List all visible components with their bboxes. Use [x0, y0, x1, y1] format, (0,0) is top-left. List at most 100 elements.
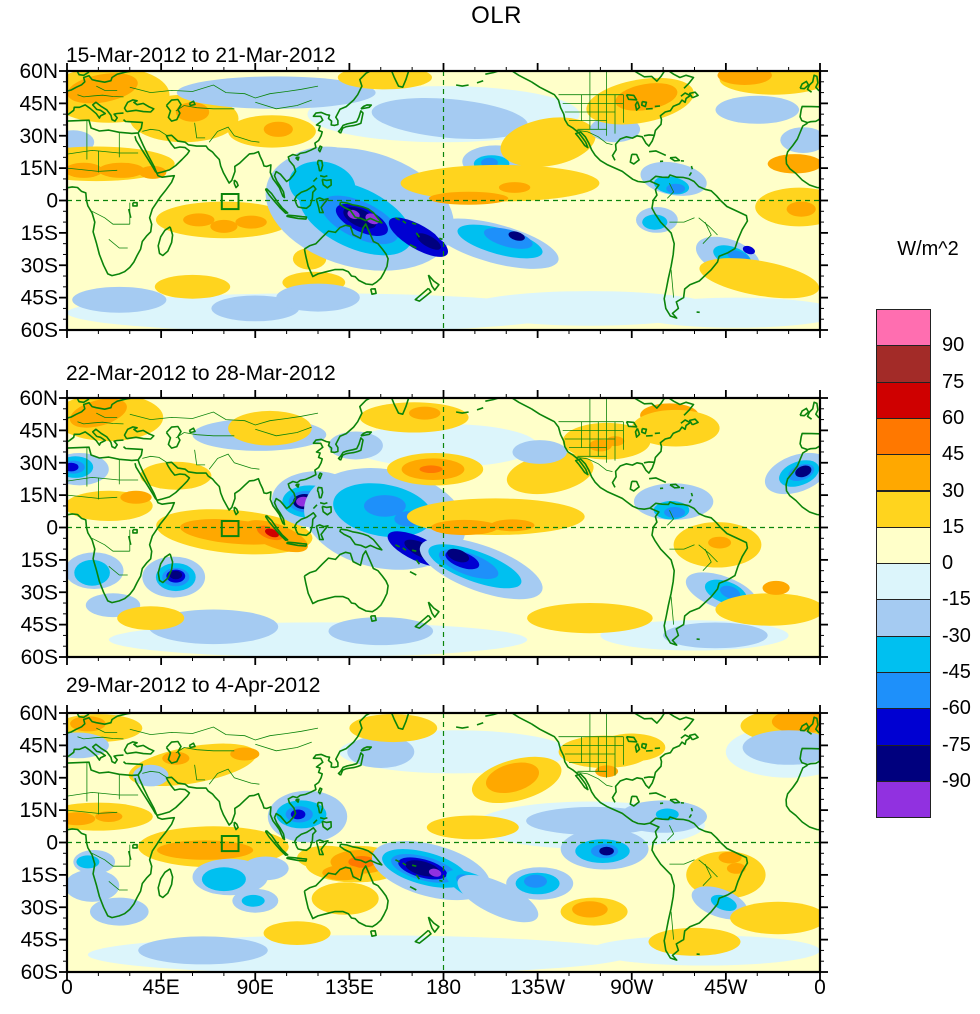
coastline — [634, 743, 641, 753]
border-line — [194, 449, 206, 466]
coastline — [625, 420, 638, 428]
anomaly-contour — [767, 154, 820, 174]
anomaly-contour — [599, 846, 614, 856]
anomaly-contour — [426, 815, 519, 840]
coastline — [530, 81, 651, 183]
anomaly-contour — [211, 295, 300, 322]
latitude-tick-label: 60S — [21, 961, 58, 981]
coastline — [316, 801, 324, 814]
colorbar-tick-label: -45 — [942, 661, 971, 683]
latitude-tick-label: 60N — [19, 390, 58, 410]
coastline — [132, 843, 138, 849]
axis-ticks — [59, 63, 828, 338]
coastline — [799, 747, 820, 766]
latitude-tick-label: 0 — [46, 832, 58, 855]
border-line — [142, 128, 168, 137]
border-line — [108, 238, 128, 249]
coastline — [634, 101, 641, 111]
coastline — [312, 504, 318, 510]
coastline — [641, 427, 648, 435]
border-line — [129, 726, 319, 741]
coastline — [806, 74, 820, 93]
coastline — [633, 398, 666, 409]
coastline — [137, 713, 373, 841]
border-line — [255, 741, 312, 752]
coastline — [690, 165, 694, 170]
coastline — [485, 398, 502, 402]
coastline — [294, 827, 317, 852]
coastline — [530, 408, 651, 510]
anomaly-contour — [512, 440, 567, 464]
border-line — [67, 809, 118, 814]
latitude-tick-label: 45S — [21, 287, 58, 310]
coastline — [799, 432, 820, 451]
anomaly-contour — [210, 219, 238, 233]
coastline — [294, 511, 317, 537]
border-line — [77, 94, 124, 98]
latitude-tick-label: 15S — [21, 864, 58, 887]
colorbar-swatch — [876, 345, 931, 383]
anomaly-contour — [276, 283, 360, 312]
coastline — [415, 874, 421, 880]
coastline — [337, 437, 364, 461]
anomaly-contour — [337, 71, 432, 90]
latitude-tick-label: 30S — [21, 896, 58, 919]
coastline — [667, 398, 695, 416]
coastline — [411, 864, 417, 867]
coastline — [409, 243, 417, 249]
anomaly-contour — [241, 894, 265, 907]
coastline — [634, 428, 641, 438]
anomaly-contour — [140, 461, 212, 490]
coastline — [799, 407, 810, 417]
anomaly-contour — [464, 291, 716, 326]
colorbar-swatch — [876, 635, 931, 673]
anomaly-contour — [371, 98, 528, 139]
anomaly-contour — [263, 121, 293, 137]
latitude-tick-label: 45N — [19, 92, 58, 115]
coastline — [455, 411, 469, 414]
coastline — [264, 829, 289, 856]
colorbar-swatch — [876, 780, 931, 819]
border-line — [91, 852, 130, 867]
coastline — [688, 171, 693, 177]
anomaly-contour — [715, 95, 800, 124]
anomaly-contour — [120, 490, 152, 504]
coastline — [134, 136, 157, 173]
border-line — [575, 129, 613, 145]
anomaly-contour — [328, 617, 434, 646]
coastline — [303, 865, 389, 928]
coastline — [67, 499, 176, 604]
border-line — [208, 768, 260, 785]
anomaly-blobs — [67, 713, 820, 972]
coastline — [649, 792, 667, 799]
coastline — [134, 463, 157, 500]
border-line — [108, 565, 128, 576]
coastline — [402, 220, 407, 224]
border-line — [175, 747, 235, 754]
coastline — [165, 98, 182, 122]
coastline — [188, 742, 196, 749]
anomaly-contour — [67, 812, 96, 826]
coastline — [625, 93, 638, 101]
coastline — [76, 713, 90, 719]
longitude-tick-label: 90E — [236, 976, 274, 999]
country-borders — [67, 398, 718, 625]
anomaly-contour — [663, 622, 768, 649]
coastline — [294, 185, 317, 210]
anomaly-contour — [400, 164, 600, 202]
border-line — [667, 825, 675, 841]
coastline — [295, 483, 300, 488]
colorbar-swatch — [876, 417, 931, 456]
anomaly-contour — [419, 465, 443, 473]
border-line — [667, 183, 675, 199]
border-line — [91, 210, 130, 225]
figure-title: OLR — [471, 2, 522, 29]
coastline — [649, 174, 749, 319]
country-borders — [67, 71, 718, 298]
coastline — [688, 813, 693, 819]
longitude-tick-label: 135E — [324, 976, 374, 999]
coastline — [360, 104, 373, 110]
latitude-tick-label: 0 — [46, 517, 58, 540]
coastline — [360, 431, 373, 437]
coastline — [286, 214, 308, 220]
